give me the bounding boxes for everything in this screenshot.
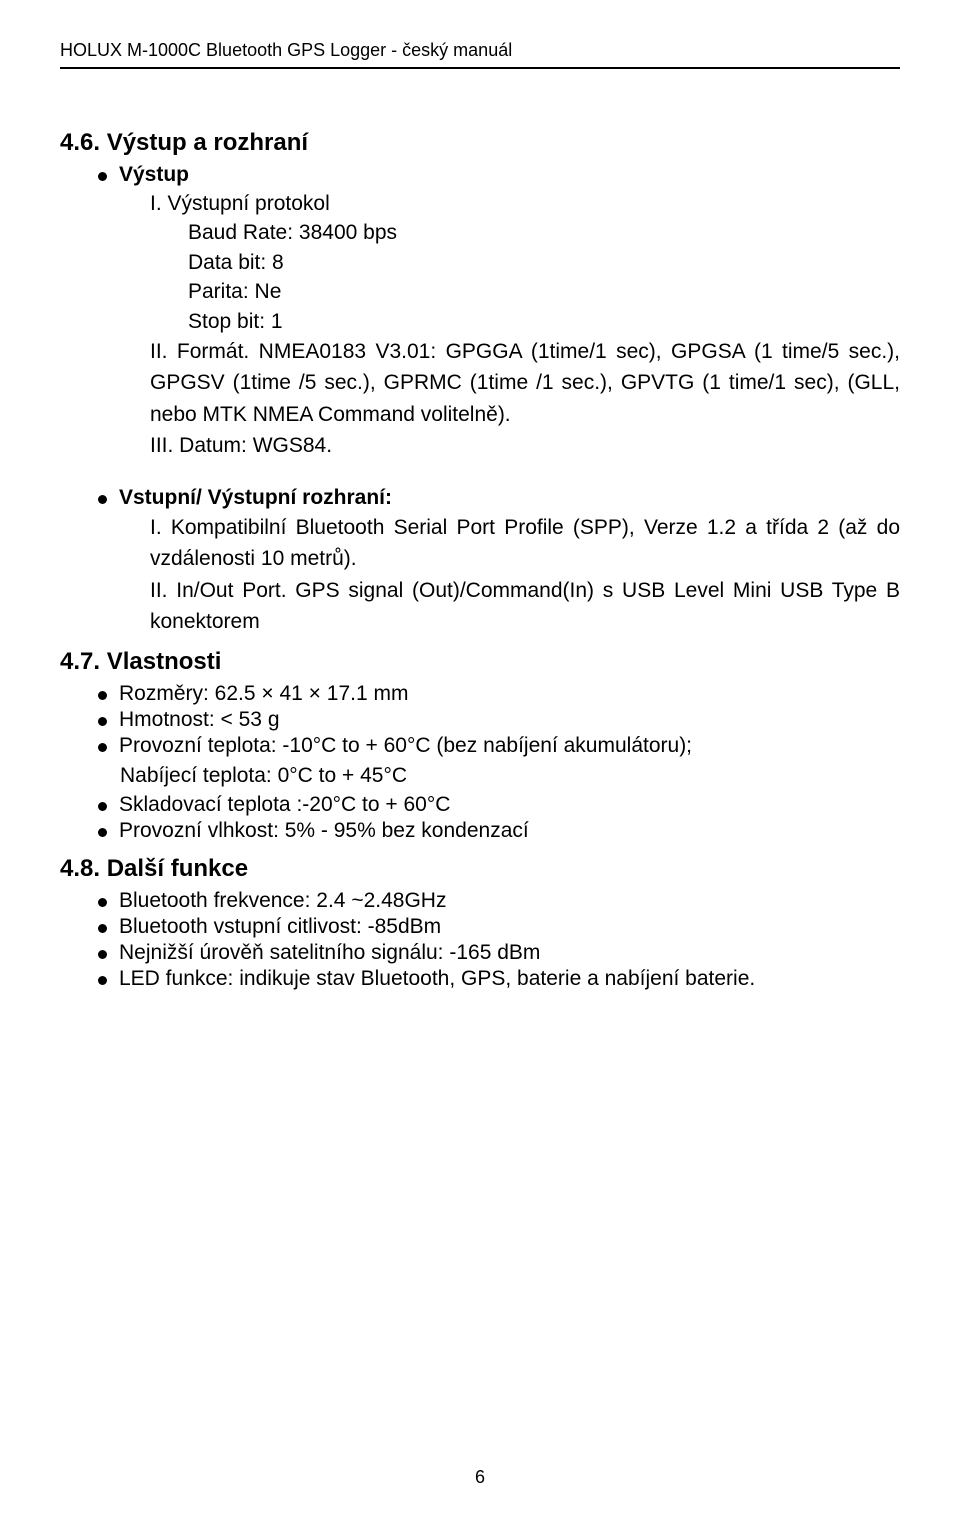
- bullet-io-label: Vstupní/ Výstupní rozhraní:: [119, 486, 392, 510]
- item-ii-format: II. Formát. NMEA0183 V3.01: GPGGA (1time…: [150, 336, 900, 431]
- page-header-title: HOLUX M-1000C Bluetooth GPS Logger - čes…: [60, 40, 900, 61]
- func-bt-sens-text: Bluetooth vstupní citlivost: -85dBm: [119, 915, 441, 939]
- bullet-dot-icon: [98, 924, 107, 933]
- bullet-dot-icon: [98, 717, 107, 726]
- prop-dimensions-text: Rozměry: 62.5 × 41 × 17.1 mm: [119, 682, 408, 706]
- item-i-protokol: I. Výstupní protokol: [150, 189, 900, 218]
- prop-dimensions: Rozměry: 62.5 × 41 × 17.1 mm: [98, 682, 900, 706]
- bullet-vystup-label: Výstup: [119, 163, 189, 187]
- bullet-io: Vstupní/ Výstupní rozhraní:: [98, 486, 900, 510]
- spec-parity: Parita: Ne: [188, 277, 900, 306]
- spec-stop-bit: Stop bit: 1: [188, 307, 900, 336]
- bullet-vystup: Výstup: [98, 163, 900, 187]
- header-rule: [60, 67, 900, 69]
- func-sat-signal: Nejnižší úrověň satelitního signálu: -16…: [98, 941, 900, 965]
- spec-baud: Baud Rate: 38400 bps: [188, 218, 900, 247]
- prop-op-temp-text: Provozní teplota: -10°C to + 60°C (bez n…: [119, 734, 692, 758]
- bullet-dot-icon: [98, 976, 107, 985]
- item-iii-datum: III. Datum: WGS84.: [150, 430, 900, 462]
- page-number: 6: [0, 1467, 960, 1488]
- bullet-dot-icon: [98, 691, 107, 700]
- bullet-dot-icon: [98, 898, 107, 907]
- prop-op-temp: Provozní teplota: -10°C to + 60°C (bez n…: [98, 734, 900, 758]
- page-container: HOLUX M-1000C Bluetooth GPS Logger - čes…: [0, 0, 960, 1518]
- prop-storage-temp: Skladovací teplota :-20°C to + 60°C: [98, 793, 900, 817]
- section-4-8-heading: 4.8. Další funkce: [60, 855, 900, 883]
- func-bt-freq: Bluetooth frekvence: 2.4 ~2.48GHz: [98, 889, 900, 913]
- section-4-7-heading: 4.7. Vlastnosti: [60, 648, 900, 676]
- bullet-dot-icon: [98, 495, 107, 504]
- prop-humidity: Provozní vlhkost: 5% - 95% bez kondenzac…: [98, 819, 900, 843]
- io-item-i: I. Kompatibilní Bluetooth Serial Port Pr…: [150, 512, 900, 575]
- prop-charge-temp: Nabíjecí teplota: 0°C to + 45°C: [120, 760, 900, 792]
- spec-data-bit: Data bit: 8: [188, 248, 900, 277]
- func-bt-freq-text: Bluetooth frekvence: 2.4 ~2.48GHz: [119, 889, 446, 913]
- prop-weight-text: Hmotnost: < 53 g: [119, 708, 280, 732]
- prop-weight: Hmotnost: < 53 g: [98, 708, 900, 732]
- bullet-dot-icon: [98, 743, 107, 752]
- prop-humidity-text: Provozní vlhkost: 5% - 95% bez kondenzac…: [119, 819, 529, 843]
- prop-storage-temp-text: Skladovací teplota :-20°C to + 60°C: [119, 793, 450, 817]
- bullet-dot-icon: [98, 802, 107, 811]
- section-4-6-heading: 4.6. Výstup a rozhraní: [60, 129, 900, 157]
- bullet-dot-icon: [98, 950, 107, 959]
- func-sat-signal-text: Nejnižší úrověň satelitního signálu: -16…: [119, 941, 540, 965]
- io-item-ii: II. In/Out Port. GPS signal (Out)/Comman…: [150, 575, 900, 638]
- bullet-dot-icon: [98, 172, 107, 181]
- func-led-text: LED funkce: indikuje stav Bluetooth, GPS…: [119, 967, 755, 991]
- bullet-dot-icon: [98, 828, 107, 837]
- func-bt-sens: Bluetooth vstupní citlivost: -85dBm: [98, 915, 900, 939]
- func-led: LED funkce: indikuje stav Bluetooth, GPS…: [98, 967, 900, 991]
